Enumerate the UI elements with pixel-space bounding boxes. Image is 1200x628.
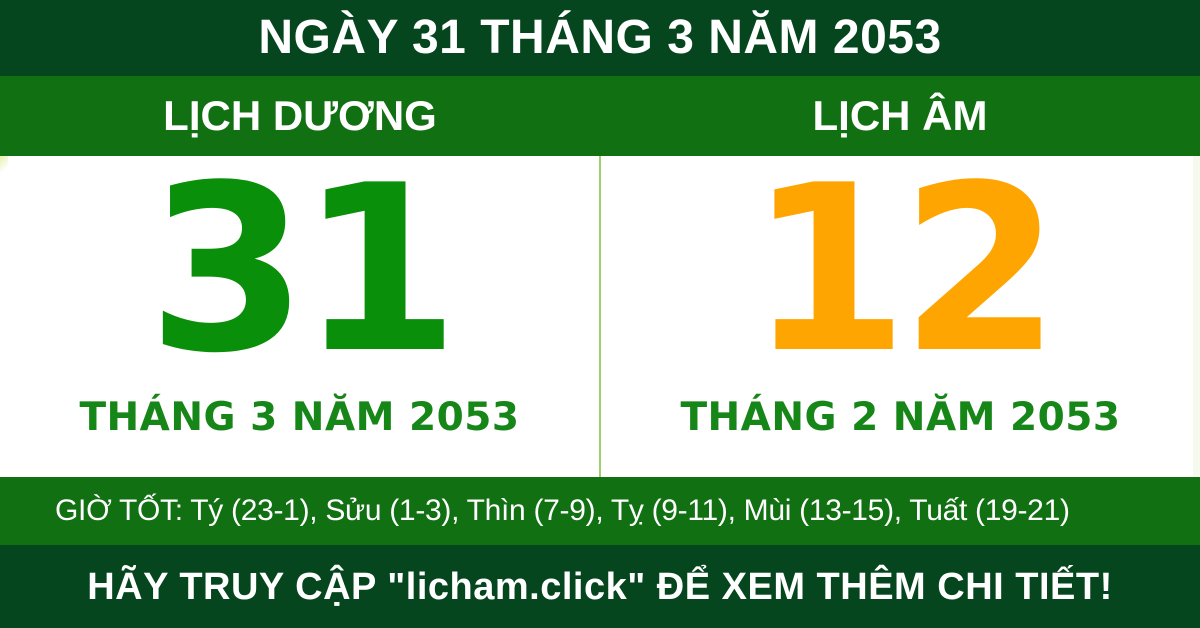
tab-lunar-calendar: LỊCH ÂM [600, 76, 1200, 156]
corner-artifact [0, 156, 8, 172]
tab-solar-calendar: LỊCH DƯƠNG [0, 76, 600, 156]
lunar-day-number: 12 [748, 137, 1060, 404]
lunar-month-label: THÁNG 2 NĂM 2053 [680, 395, 1121, 440]
lunar-panel: 12 THÁNG 2 NĂM 2053 [601, 156, 1200, 477]
right-edge-tint [1193, 156, 1200, 477]
calendar-panels: 31 THÁNG 3 NĂM 2053 12 THÁNG 2 NĂM 2053 [0, 156, 1200, 477]
calendar-type-bar: LỊCH DƯƠNG LỊCH ÂM [0, 76, 1200, 156]
solar-day-number: 31 [147, 137, 459, 404]
footer-bar: HÃY TRUY CẬP "licham.click" ĐỂ XEM THÊM … [0, 545, 1200, 628]
header-bar: NGÀY 31 THÁNG 3 NĂM 2053 [0, 0, 1200, 76]
solar-panel: 31 THÁNG 3 NĂM 2053 [0, 156, 599, 477]
solar-month-label: THÁNG 3 NĂM 2053 [79, 395, 520, 440]
lunar-calendar-label: LỊCH ÂM [812, 92, 988, 139]
cta-text: HÃY TRUY CẬP "licham.click" ĐỂ XEM THÊM … [87, 565, 1113, 608]
page-title: NGÀY 31 THÁNG 3 NĂM 2053 [258, 11, 942, 64]
panel-divider [599, 156, 601, 477]
good-hours-bar: GIỜ TỐT: Tý (23-1), Sửu (1-3), Thìn (7-9… [0, 477, 1200, 545]
solar-calendar-label: LỊCH DƯƠNG [163, 92, 437, 139]
good-hours-text: GIỜ TỐT: Tý (23-1), Sửu (1-3), Thìn (7-9… [55, 494, 1070, 527]
